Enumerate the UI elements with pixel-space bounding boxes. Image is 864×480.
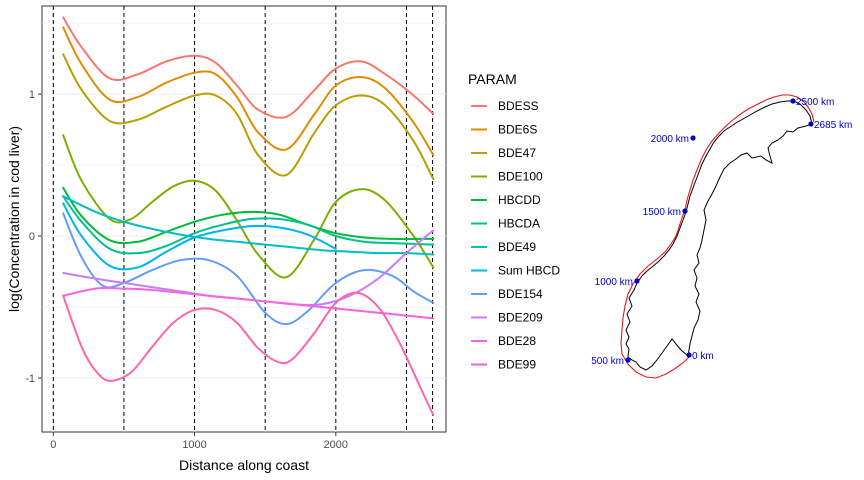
series-line-bde49 — [62, 195, 435, 256]
series-line-bde47 — [62, 53, 435, 181]
legend-label: HBCDD — [498, 193, 541, 207]
map-marker: 2000 km — [651, 134, 696, 145]
map-marker-label: 2000 km — [651, 134, 689, 145]
series-line-sum-hbcd — [62, 202, 337, 271]
legend-label: BDE6S — [498, 123, 537, 137]
legend-label: BDE99 — [498, 358, 536, 372]
series-line-bde99 — [62, 291, 435, 416]
legend-item: BDE154 — [471, 287, 543, 301]
legend-label: HBCDA — [498, 217, 540, 231]
map-marker-label: 0 km — [692, 351, 714, 362]
x-tick-label: 1000 — [182, 439, 206, 451]
x-tick-label: 0 — [50, 439, 56, 451]
legend-item: BDE100 — [471, 170, 543, 184]
series-line-bdess — [62, 16, 435, 119]
map-marker-dot — [690, 135, 696, 141]
legend-item: BDE47 — [471, 146, 536, 160]
map-marker-label: 1000 km — [595, 277, 633, 288]
map-marker-dot — [634, 278, 640, 284]
series-line-hbcdd — [62, 186, 435, 245]
coastline-outline — [625, 100, 813, 371]
map-marker-dot — [790, 98, 796, 104]
map-marker-label: 500 km — [591, 356, 624, 367]
map-marker: 500 km — [591, 356, 631, 367]
map-marker: 1000 km — [595, 277, 640, 288]
legend-label: BDESS — [498, 99, 539, 113]
y-axis-title: log(Concentration in cod liver) — [6, 126, 22, 312]
map-marker-dot — [625, 357, 631, 363]
map-marker-label: 2500 km — [796, 97, 834, 108]
legend-label: BDE28 — [498, 334, 536, 348]
map-marker: 2500 km — [790, 97, 834, 108]
x-axis-ticks: 0 1000 2000 — [50, 432, 348, 451]
map-markers: 0 km 500 km 1000 km 1500 km 2000 km 2500 km 26… — [591, 97, 852, 367]
map-marker: 0 km — [686, 351, 714, 362]
map-marker-dot — [686, 352, 692, 358]
legend-label: BDE209 — [498, 311, 543, 325]
y-axis-ticks: -1 0 1 — [25, 89, 42, 385]
series-line-bde28 — [62, 286, 435, 320]
legend-title: PARAM — [468, 71, 517, 87]
distance-route — [620, 94, 815, 379]
y-tick-label: 0 — [29, 231, 35, 243]
series-line-bde154 — [62, 212, 435, 326]
map-marker-label: 2685 km — [814, 120, 852, 131]
line-chart: 0 1000 2000 -1 0 1 Distance along coast log(… — [6, 5, 447, 473]
map-marker: 1500 km — [643, 207, 688, 218]
y-tick-label: 1 — [29, 89, 35, 101]
legend-item: HBCDD — [471, 193, 541, 207]
legend-item: BDE28 — [471, 334, 536, 348]
legend-label: BDE47 — [498, 146, 536, 160]
legend-label: BDE100 — [498, 170, 543, 184]
legend-items: BDESS BDE6S BDE47 BDE100 HBCDD HBCDA BDE49 Sum … — [471, 99, 560, 372]
legend-item: HBCDA — [471, 217, 540, 231]
legend-item: BDE49 — [471, 240, 536, 254]
legend-item: BDE99 — [471, 358, 536, 372]
x-tick-label: 2000 — [324, 439, 348, 451]
map-marker-dot — [808, 121, 814, 127]
legend-item: Sum HBCD — [471, 264, 560, 278]
legend-item: BDE6S — [471, 123, 537, 137]
map-marker: 2685 km — [808, 120, 852, 131]
series-line-hbcda — [62, 195, 435, 255]
series-layer — [62, 16, 435, 416]
legend-label: BDE49 — [498, 240, 536, 254]
coast-map: 0 km 500 km 1000 km 1500 km 2000 km 2500 km 26… — [591, 94, 852, 379]
legend-item: BDESS — [471, 99, 539, 113]
legend-label: BDE154 — [498, 287, 543, 301]
x-axis-title: Distance along coast — [179, 457, 309, 473]
legend-item: BDE209 — [471, 311, 543, 325]
series-line-bde6s — [62, 26, 435, 157]
map-marker-label: 1500 km — [643, 207, 681, 218]
legend-label: Sum HBCD — [498, 264, 560, 278]
legend: PARAM BDESSBDE6SBDE47BDE100HBCDDHBCDABDE… — [468, 71, 560, 372]
map-marker-dot — [682, 208, 688, 214]
y-tick-label: -1 — [25, 373, 35, 385]
